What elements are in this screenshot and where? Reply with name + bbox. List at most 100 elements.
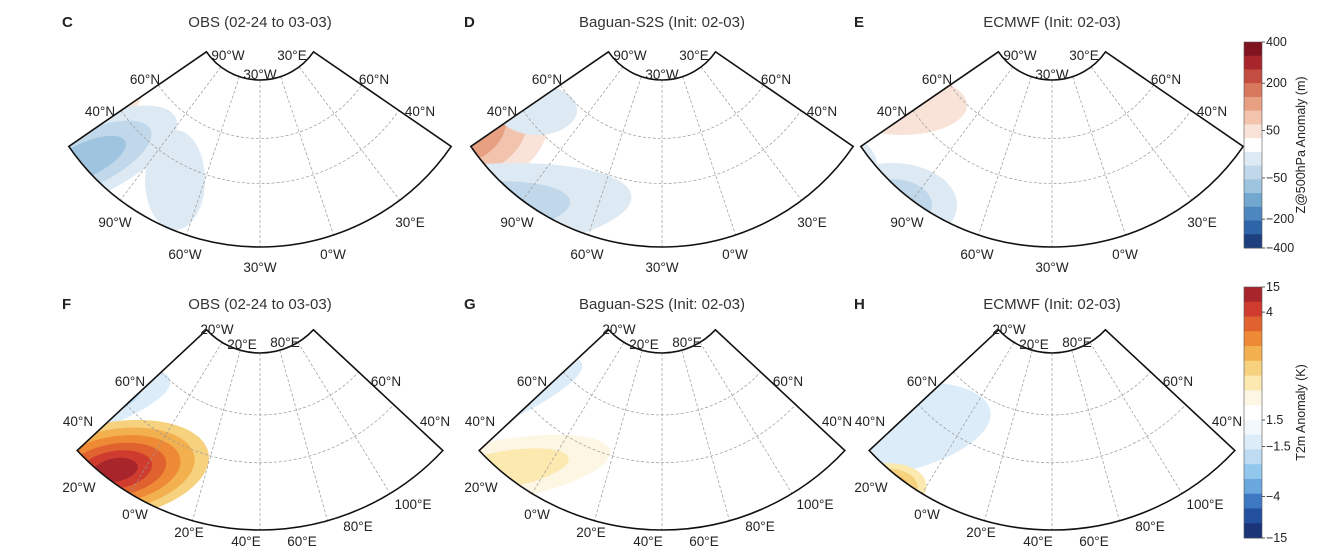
colorbar-bin	[1244, 69, 1262, 84]
coordinate-label: 30°W	[645, 260, 678, 275]
coordinate-label: 80°E	[1062, 335, 1091, 350]
panel-title: Baguan-S2S (Init: 02-03)	[579, 14, 745, 31]
coordinate-label: 30°W	[1035, 67, 1068, 82]
colorbar-tick-label: −200	[1266, 212, 1294, 226]
colorbar-bin	[1244, 165, 1262, 180]
colorbar-bin	[1244, 287, 1262, 303]
coordinate-label: 40°N	[807, 104, 837, 119]
coordinate-label: 20°W	[200, 322, 233, 337]
panel-letter: G	[464, 296, 476, 313]
map-boundary	[859, 50, 1245, 248]
coordinate-label: 20°W	[602, 322, 635, 337]
map-boundary	[868, 328, 1236, 531]
contour-fill	[68, 59, 86, 131]
colorbar-bin	[1244, 346, 1262, 362]
colorbar-bin	[1244, 390, 1262, 406]
coordinate-label: 80°E	[270, 335, 299, 350]
coordinate-label: 90°W	[890, 215, 923, 230]
colorbar-bin	[1244, 523, 1262, 539]
map-boundary	[469, 50, 855, 248]
colorbar-tick-label: 200	[1266, 76, 1287, 90]
coordinate-label: 20°E	[174, 525, 203, 540]
coordinate-label: 90°W	[1003, 48, 1036, 63]
colorbar-bin	[1244, 493, 1262, 509]
contour-fill	[869, 369, 899, 401]
contour-fill	[48, 351, 68, 366]
colorbar-bin	[1244, 138, 1262, 153]
colorbar-z500: 400 200 50 −50 −200 −400 Z@500hPa Anomaly (m)	[1243, 35, 1308, 255]
coordinate-label: 30°E	[797, 215, 826, 230]
coordinate-label: 60°W	[570, 247, 603, 262]
coordinate-label: 20°W	[464, 480, 497, 495]
coordinate-label: 20°W	[854, 480, 887, 495]
coordinate-label: 40°N	[487, 104, 517, 119]
map-boundary	[478, 328, 846, 531]
coordinate-label: 60°N	[371, 374, 401, 389]
panel-letter: D	[464, 14, 475, 31]
coordinate-label: 20°E	[1019, 337, 1048, 352]
contour-fill	[77, 342, 80, 374]
contour-fill	[869, 363, 911, 407]
coordinate-label: 40°N	[420, 414, 450, 429]
coordinate-label: 40°N	[405, 104, 435, 119]
coordinate-label: 100°E	[797, 497, 834, 512]
colorbar-tick-label: 50	[1266, 124, 1280, 138]
panel-title: OBS (02-24 to 03-03)	[188, 14, 331, 31]
coordinate-label: 40°N	[855, 414, 885, 429]
graticule	[883, 51, 1221, 247]
coordinate-label: 40°E	[1023, 534, 1052, 549]
coordinate-label: 80°E	[343, 519, 372, 534]
map-boundary	[76, 328, 444, 531]
coordinate-label: 60°N	[773, 374, 803, 389]
coordinate-label: 60°W	[168, 247, 201, 262]
colorbar-bin	[1244, 331, 1262, 347]
colorbar-bin	[1244, 419, 1262, 436]
colorbar-bin	[1244, 193, 1262, 208]
colorbar-bin	[1244, 508, 1262, 524]
coordinate-label: 80°E	[745, 519, 774, 534]
coordinate-label: 20°W	[992, 322, 1025, 337]
coordinate-label: 60°E	[689, 534, 718, 549]
contour-fill	[869, 357, 922, 413]
coordinate-label: 60°N	[130, 72, 160, 87]
colorbar-bin	[1244, 220, 1262, 235]
contour-fill	[68, 157, 95, 247]
coordinate-label: 20°E	[629, 337, 658, 352]
colorbar-bin	[1244, 124, 1262, 139]
coordinate-label: 30°W	[243, 67, 276, 82]
coordinate-label: 80°E	[672, 335, 701, 350]
anomaly-field	[40, 329, 443, 530]
coordinate-label: 60°E	[287, 534, 316, 549]
colorbar-bin	[1244, 83, 1262, 98]
coordinate-label: 0°W	[722, 247, 748, 262]
coordinate-label: 40°E	[633, 534, 662, 549]
contour-fill	[68, 69, 71, 121]
colorbar-bin	[1244, 434, 1262, 450]
colorbar-bin	[1244, 179, 1262, 194]
coordinate-label: 100°E	[395, 497, 432, 512]
coordinate-label: 30°E	[1069, 48, 1098, 63]
coordinate-label: 40°N	[1212, 414, 1242, 429]
contour-fill	[68, 164, 84, 247]
coordinate-label: 90°W	[500, 215, 533, 230]
contour-fill	[68, 171, 72, 247]
colorbar-tick-label: −1.5	[1266, 439, 1291, 453]
contour-fill	[40, 345, 76, 371]
coordinate-label: 30°E	[395, 215, 424, 230]
map-panel-f: F OBS (02-24 to 03-03)20°W20°E 80°E60°N40°…	[40, 296, 450, 549]
coordinate-label: 100°E	[1187, 497, 1224, 512]
coordinate-label: 90°W	[211, 48, 244, 63]
colorbar-bin	[1244, 375, 1262, 391]
coordinate-label: 40°N	[822, 414, 852, 429]
colorbar-tick-label: 4	[1266, 305, 1273, 319]
coordinate-label: 60°N	[517, 374, 547, 389]
contour-fill	[68, 135, 126, 185]
coordinate-label: 20°E	[576, 525, 605, 540]
panel-title: ECMWF (Init: 02-03)	[983, 296, 1121, 313]
coordinate-label: 20°E	[966, 525, 995, 540]
coordinate-label: 20°E	[227, 337, 256, 352]
coordinate-label: 90°W	[98, 215, 131, 230]
panel-letter: E	[854, 14, 864, 31]
contour-fill	[0, 193, 36, 231]
